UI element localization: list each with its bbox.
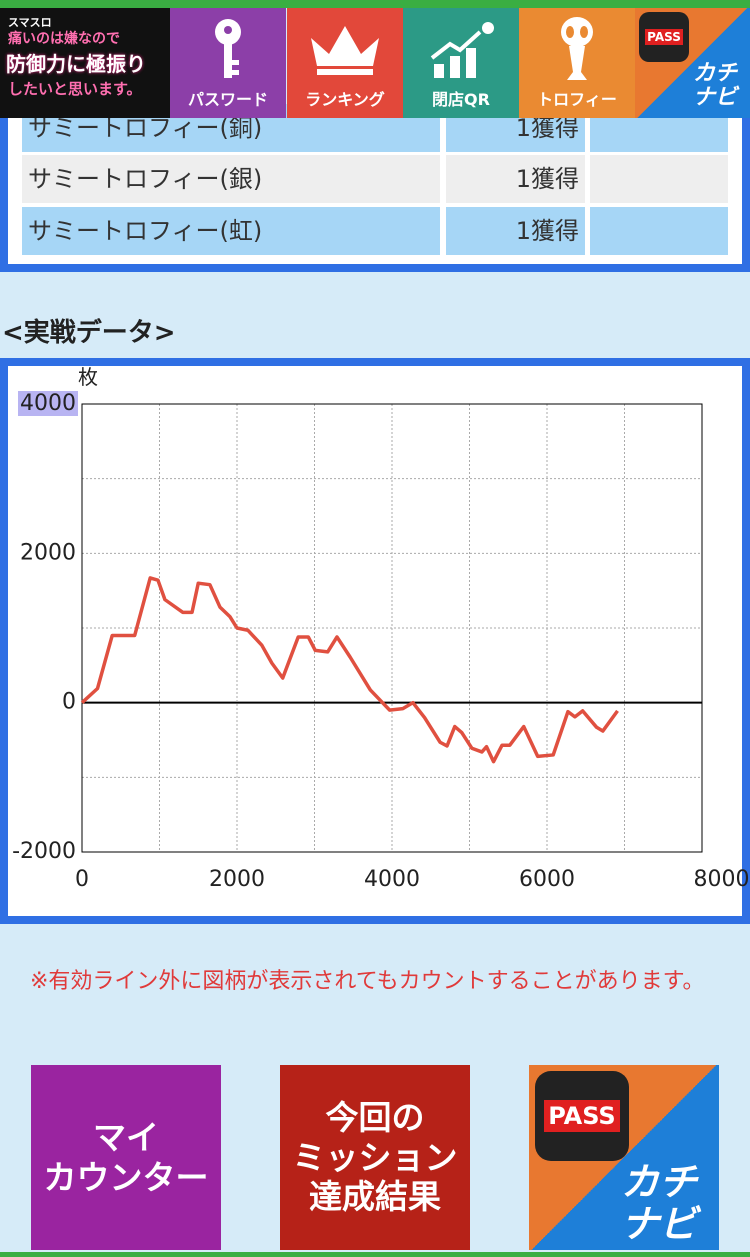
kachinavi-button[interactable]: PASS カチ ナビ [529,1065,719,1250]
logo-text: したいと思います。 [8,80,142,98]
chart-icon [430,22,494,78]
button-line: 今回の [325,1098,425,1138]
chart-panel [0,358,750,924]
x-tick-label: 2000 [209,867,265,892]
data-line [80,576,619,764]
button-line: マイ [93,1117,159,1157]
kachinavi-text: カチ ナビ [621,1161,697,1245]
y-tick-label: 4000 [20,391,76,416]
x-tick-label: 4000 [364,867,420,892]
y-tick-label: 2000 [20,540,76,565]
bottom-bar [0,1252,750,1257]
crown-icon [311,26,379,75]
plot-border [81,403,703,853]
logo-text: スマスロ [8,16,52,29]
button-line: ミッション [292,1137,458,1177]
trophy-icon [561,17,593,80]
nav-item[interactable]: トロフィー [519,8,635,118]
kachi: カチ [693,61,738,86]
x-tick-label: 8000G [693,867,750,892]
kachinavi-text: カチ ナビ [693,62,737,110]
x-tick-label: 0 [75,867,89,892]
cell: 1獲得 [446,155,585,203]
navi: ナビ [621,1202,698,1246]
section-title: <実戦データ> [2,318,176,348]
cell: サミートロフィー(銀) [22,155,440,203]
note: ※有効ライン外に図柄が表示されてもカウントすることがあります。 [30,969,705,994]
nav-item[interactable]: ランキング [287,8,403,118]
nav-item[interactable]: 閉店QR [403,8,519,118]
button[interactable]: マイ カウンター [31,1065,221,1250]
chart: 枚 -2000 0 2000 4000 0 2000 4000 6000 8000G [0,358,750,924]
table-row: サミートロフィー(虹) 1獲得 [22,207,728,255]
logo-text: 痛いのは嫌なので [8,31,120,47]
cell [590,155,728,203]
pass-text: PASS [645,29,683,45]
nav-item[interactable]: パスワード [170,8,286,118]
button-line: カウンター [43,1157,209,1197]
pass-text: PASS [544,1100,620,1132]
label-highlight [18,391,78,416]
kachi: カチ [621,1160,698,1204]
table-row: サミートロフィー(銀) 1獲得 [22,155,728,203]
logo[interactable]: スマスロ 痛いのは嫌なので 防御力に極振り したいと思います。 [0,8,170,118]
cell: サミートロフィー(虹) [22,207,440,255]
button-line: 達成結果 [309,1177,441,1217]
top-bar [0,0,750,8]
nav-label: トロフィー [537,90,617,109]
cell: 1獲得 [446,207,585,255]
y-tick-label: 0 [62,690,76,715]
pass-badge: PASS [639,12,689,62]
kachinavi-banner[interactable]: PASS カチ ナビ [635,8,750,118]
logo-text: 防御力に極振り [6,52,146,76]
pass-badge: PASS [535,1071,629,1161]
key-icon [215,19,241,78]
nav-label: ランキング [305,90,385,109]
button[interactable]: 今回の ミッション 達成結果 [280,1065,470,1250]
cell [590,207,728,255]
nav-label: 閉店QR [432,90,490,109]
x-tick-label: 6000 [519,867,575,892]
y-axis-label: 枚 [78,365,98,389]
y-tick-label: -2000 [12,839,76,864]
navi: ナビ [693,85,738,110]
nav-label: パスワード [187,90,268,109]
